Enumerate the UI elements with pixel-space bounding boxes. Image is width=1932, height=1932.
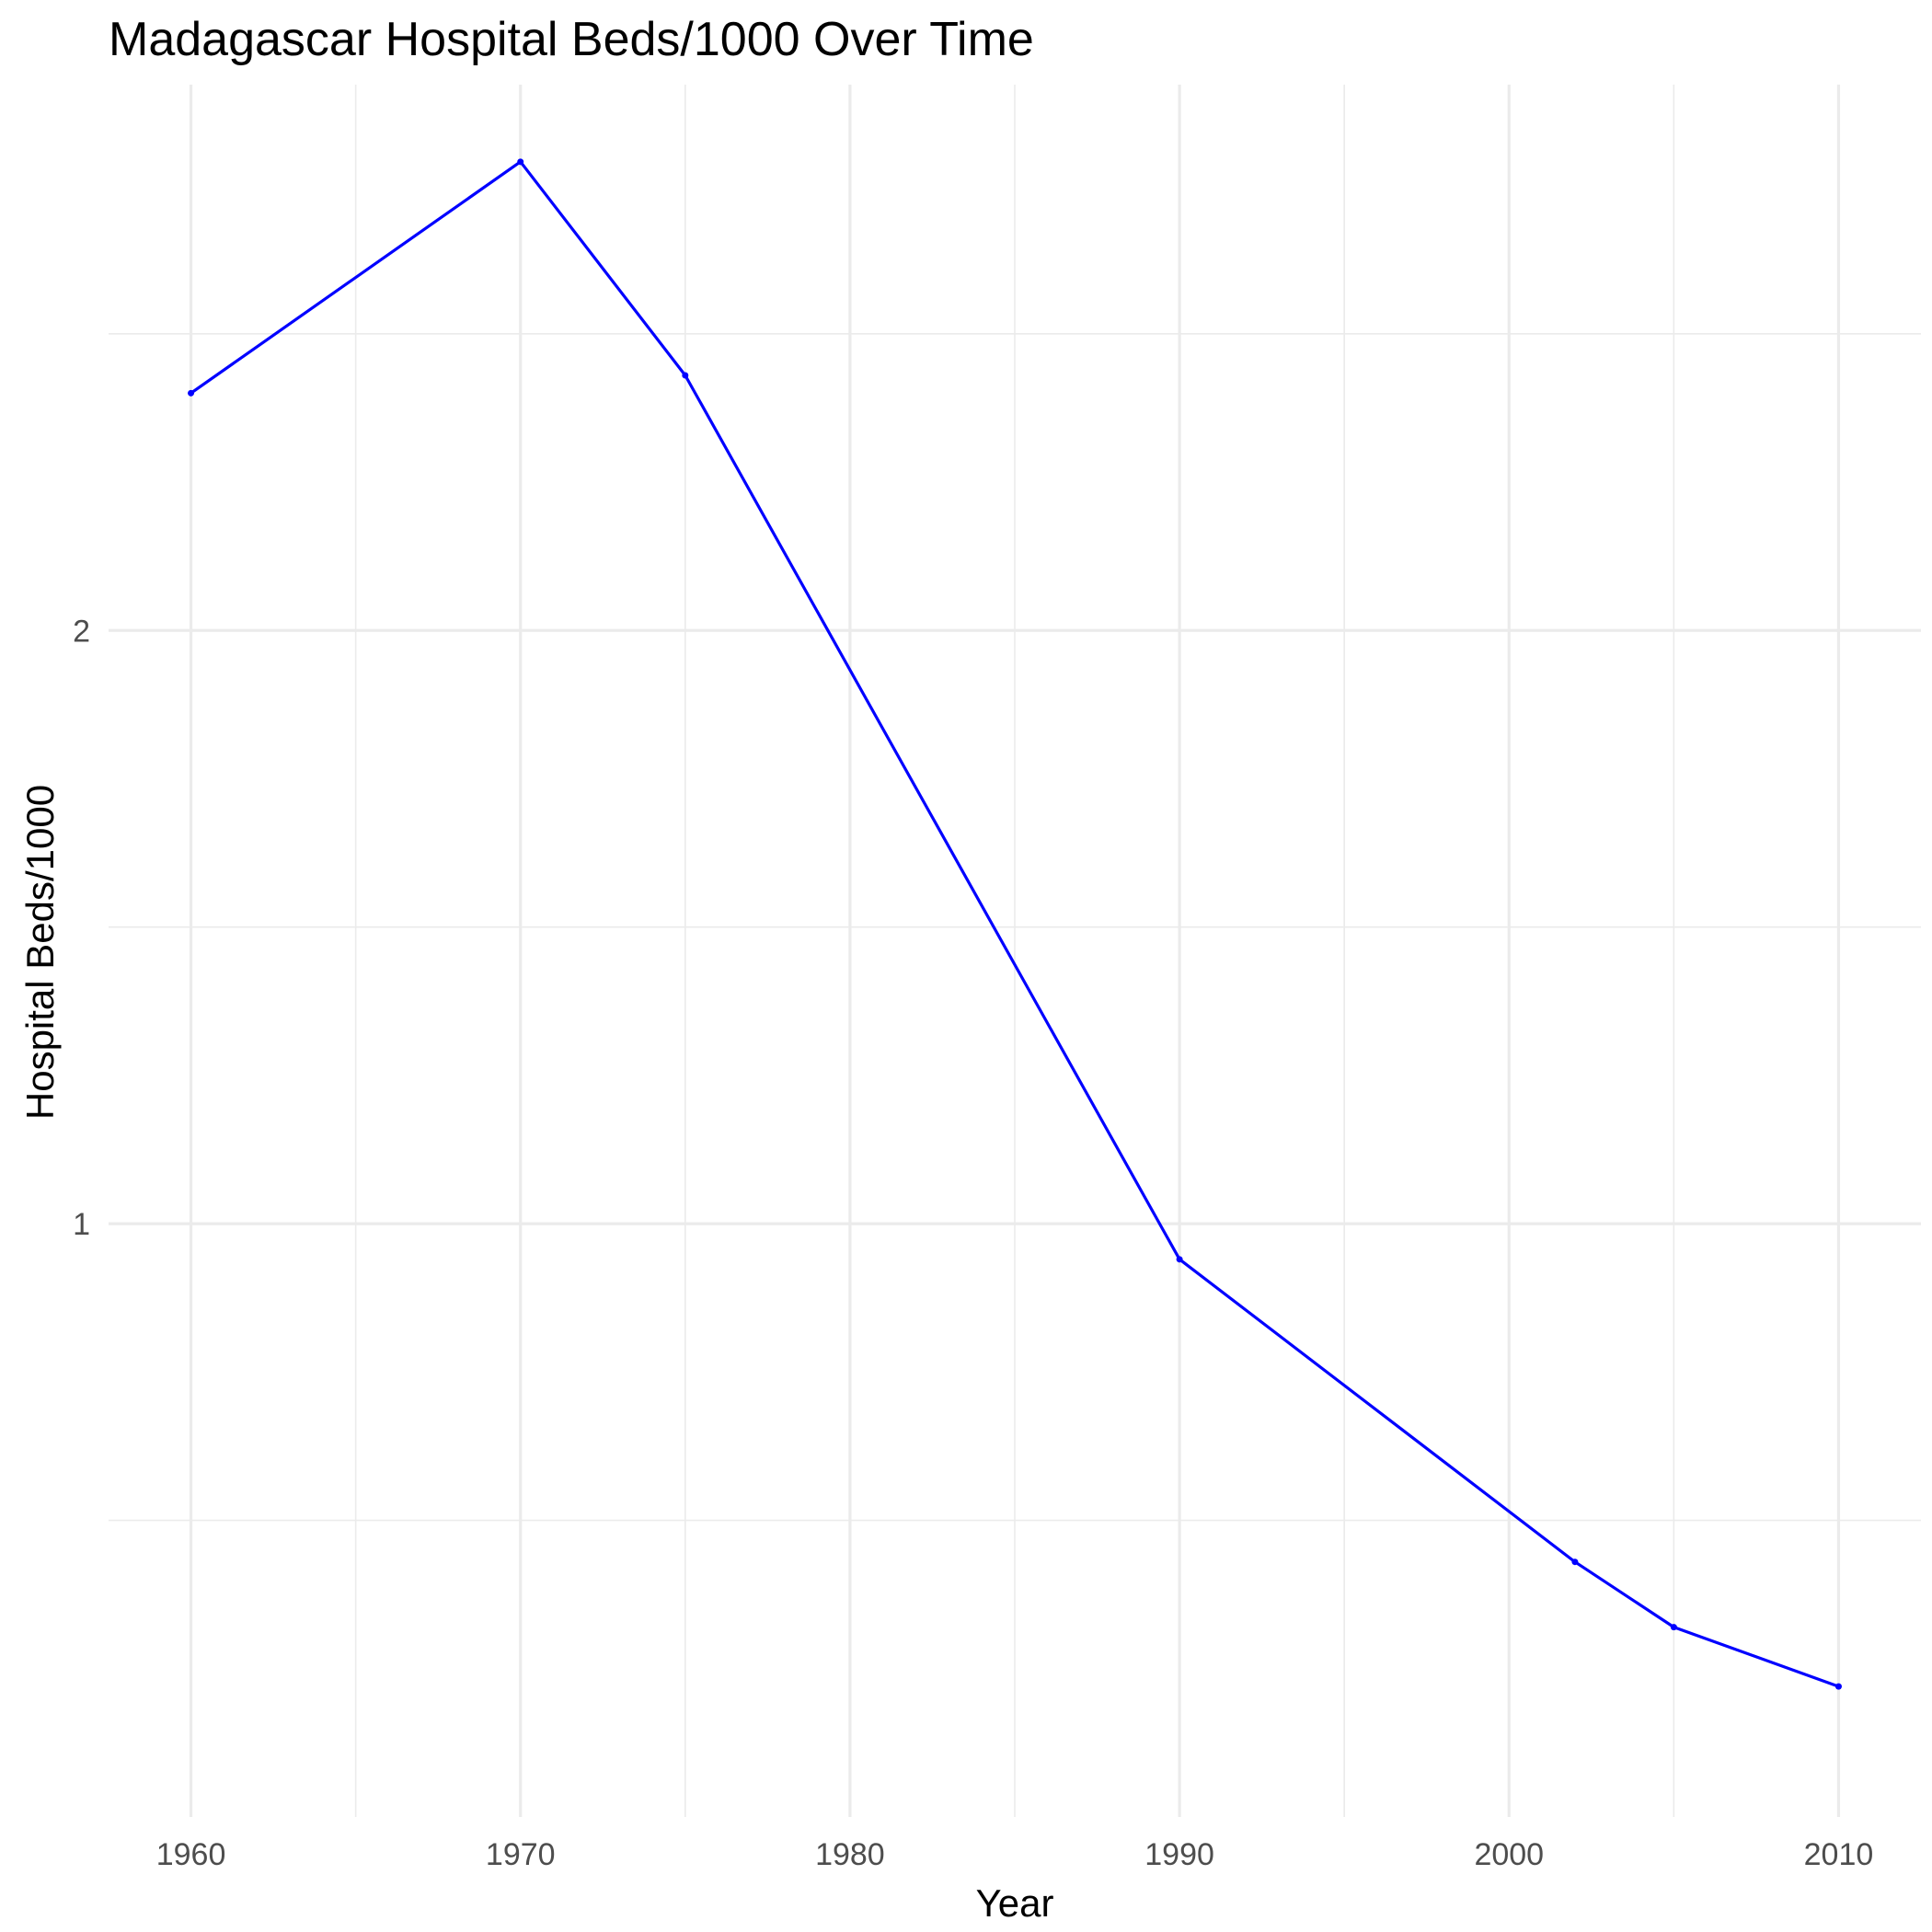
y-axis-tick-labels: 12	[73, 614, 90, 1242]
x-tick-label: 2000	[1474, 1837, 1544, 1872]
x-tick-label: 1970	[486, 1837, 556, 1872]
y-tick-label: 1	[73, 1207, 90, 1242]
series-layer	[188, 158, 1842, 1690]
data-point	[682, 372, 689, 379]
data-point	[1571, 1558, 1579, 1566]
data-point	[1176, 1256, 1183, 1263]
y-tick-label: 2	[73, 614, 90, 649]
x-tick-label: 1990	[1144, 1837, 1214, 1872]
y-axis-title: Hospital Beds/1000	[18, 785, 62, 1120]
data-point	[1670, 1624, 1677, 1631]
data-point	[188, 389, 195, 397]
data-point	[517, 158, 524, 166]
x-axis-title: Year	[976, 1881, 1054, 1925]
data-point	[1834, 1683, 1842, 1690]
x-tick-label: 1980	[815, 1837, 885, 1872]
x-tick-label: 1960	[156, 1837, 226, 1872]
chart-title: Madagascar Hospital Beds/1000 Over Time	[109, 13, 1034, 66]
x-tick-label: 2010	[1804, 1837, 1874, 1872]
x-axis-tick-labels: 1960 1970 1980 1990 2000 2010	[156, 1837, 1874, 1872]
major-gridlines	[109, 85, 1921, 1817]
